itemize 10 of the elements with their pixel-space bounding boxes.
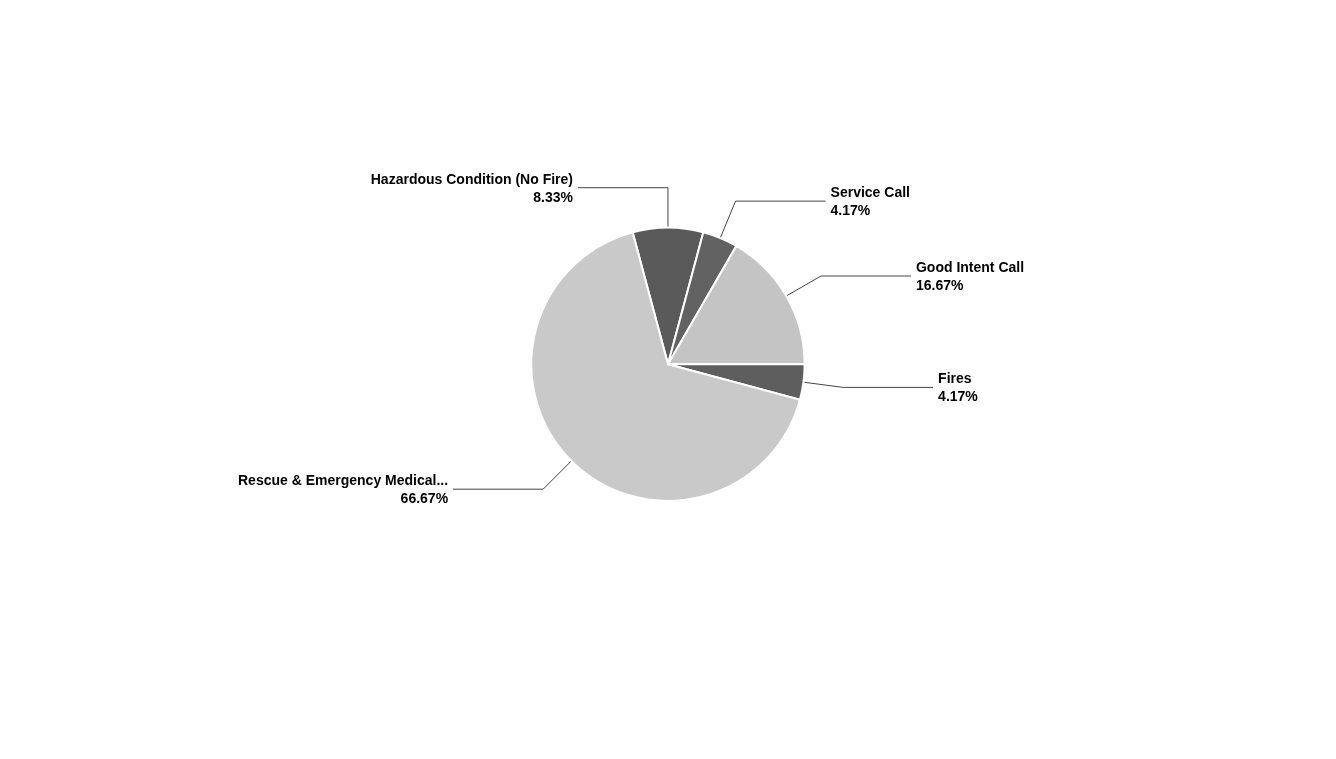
data-label: 8.33% bbox=[533, 188, 574, 205]
slice-label: Rescue & Emergency Medical... bbox=[238, 472, 449, 489]
slice-label: Fires bbox=[938, 370, 972, 387]
slice-label: Hazardous Condition (No Fire) bbox=[370, 170, 573, 187]
slice-label: Service Call bbox=[830, 184, 910, 201]
data-label: 4.17% bbox=[938, 388, 979, 405]
data-label: 66.67% bbox=[400, 490, 449, 507]
data-label: 4.17% bbox=[830, 202, 871, 219]
data-label: 16.67% bbox=[915, 277, 964, 294]
slice-label: Good Intent Call bbox=[915, 259, 1025, 276]
